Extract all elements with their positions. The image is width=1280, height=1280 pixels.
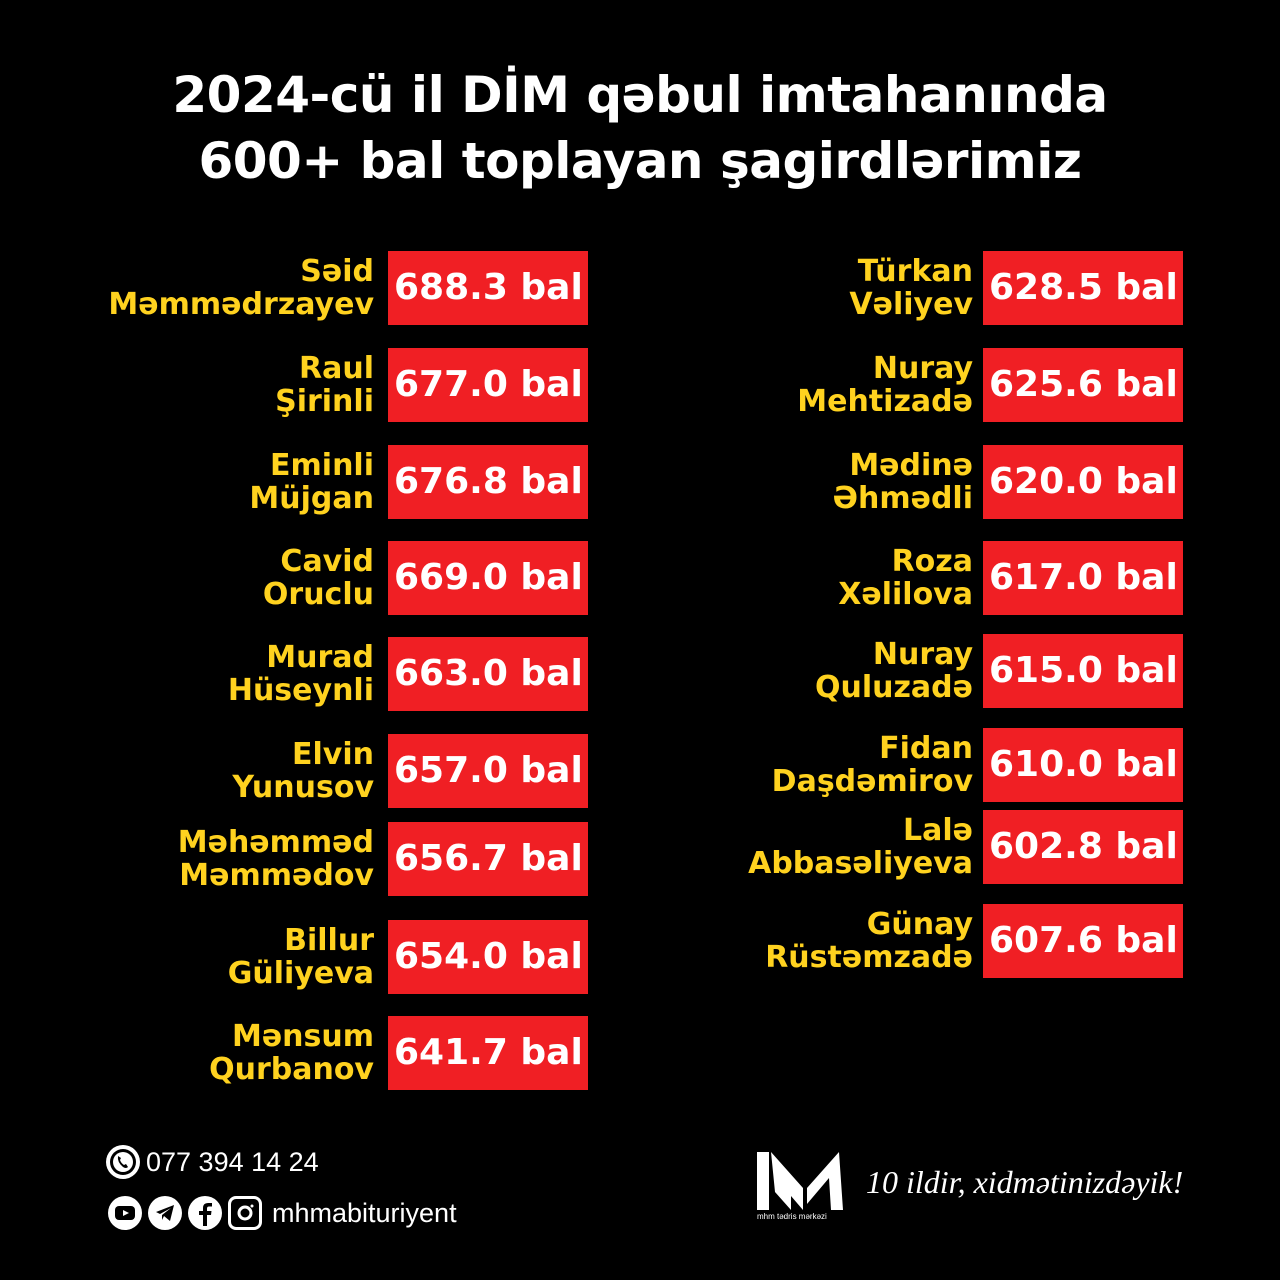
student-score: 641.7 bal [388, 1016, 588, 1090]
student-row: Lalə Abbasəliyeva 602.8 bal [0, 810, 1185, 884]
student-row: Nuray Mehtizadə 625.6 bal [0, 348, 1185, 422]
student-row: Mənsum Qurbanov 641.7 bal [0, 1016, 590, 1090]
student-score: 669.0 bal [388, 541, 588, 615]
student-name: Elvin Yunusov [232, 737, 374, 805]
student-name: Məhəmməd Məmmədov [177, 825, 374, 893]
whatsapp-icon [106, 1145, 140, 1179]
student-name: Raul Şirinli [275, 351, 374, 419]
student-name: Lalə Abbasəliyeva [748, 813, 973, 881]
student-row: Murad Hüseynli 663.0 bal [0, 637, 590, 711]
student-score: 602.8 bal [983, 810, 1183, 884]
student-name: Türkan Vəliyev [849, 254, 973, 322]
title-line-2: 600+ bal toplayan şagirdlərimiz [198, 132, 1082, 190]
student-name: Fidan Daşdəmirov [771, 731, 973, 799]
student-row: Günay Rüstəmzadə 607.6 bal [0, 904, 1185, 978]
student-score: 628.5 bal [983, 251, 1183, 325]
student-name: Nuray Quluzadə [814, 637, 973, 705]
student-score: 615.0 bal [983, 634, 1183, 708]
student-score: 607.6 bal [983, 904, 1183, 978]
student-name: Nuray Mehtizadə [797, 351, 973, 419]
student-row: Raul Şirinli 677.0 bal [0, 348, 590, 422]
title-line-1: 2024-cü il DİM qəbul imtahanında [172, 66, 1108, 124]
instagram-icon[interactable] [228, 1196, 262, 1230]
page-title: 2024-cü il DİM qəbul imtahanında 600+ ba… [0, 62, 1280, 194]
student-row: Türkan Vəliyev 628.5 bal [0, 251, 1185, 325]
youtube-icon[interactable] [108, 1196, 142, 1230]
student-name: Eminli Müjgan [249, 448, 374, 516]
student-name: Roza Xəlilova [838, 544, 973, 612]
student-row: Elvin Yunusov 657.0 bal [0, 734, 590, 808]
student-row: Səid Məmmədrzayev 688.3 bal [0, 251, 590, 325]
student-name: Günay Rüstəmzadə [765, 907, 973, 975]
student-row: Fidan Daşdəmirov 610.0 bal [0, 728, 1185, 802]
student-row: Roza Xəlilova 617.0 bal [0, 541, 1185, 615]
student-row: Cavid Oruclu 669.0 bal [0, 541, 590, 615]
student-row: Eminli Müjgan 676.8 bal [0, 445, 590, 519]
phone-number: 077 394 14 24 [146, 1146, 319, 1177]
slogan: 10 ildir, xidmətinizdəyik! [866, 1164, 1184, 1200]
student-score: 654.0 bal [388, 920, 588, 994]
student-name: Murad Hüseynli [227, 640, 374, 708]
student-name: Cavid Oruclu [262, 544, 374, 612]
student-score: 610.0 bal [983, 728, 1183, 802]
student-score: 676.8 bal [388, 445, 588, 519]
student-score: 663.0 bal [388, 637, 588, 711]
student-name: Səid Məmmədrzayev [108, 254, 374, 322]
social-contact[interactable]: mhmabituriyent [108, 1196, 457, 1230]
student-name: Mənsum Qurbanov [209, 1019, 374, 1087]
telegram-icon[interactable] [148, 1196, 182, 1230]
student-score: 617.0 bal [983, 541, 1183, 615]
student-row: Nuray Quluzadə 615.0 bal [0, 634, 1185, 708]
student-score: 677.0 bal [388, 348, 588, 422]
student-score: 688.3 bal [388, 251, 588, 325]
phone-contact[interactable]: 077 394 14 24 [106, 1145, 319, 1179]
social-handle: mhmabituriyent [272, 1197, 457, 1228]
student-score: 656.7 bal [388, 822, 588, 896]
student-name: Mədinə Əhmədli [832, 448, 973, 516]
mhm-logo-icon [757, 1152, 843, 1210]
facebook-icon[interactable] [188, 1196, 222, 1230]
student-score: 625.6 bal [983, 348, 1183, 422]
student-row: Mədinə Əhmədli 620.0 bal [0, 445, 1185, 519]
student-row: Billur Güliyeva 654.0 bal [0, 920, 590, 994]
student-row: Məhəmməd Məmmədov 656.7 bal [0, 822, 590, 896]
student-score: 657.0 bal [388, 734, 588, 808]
student-name: Billur Güliyeva [227, 923, 374, 991]
student-score: 620.0 bal [983, 445, 1183, 519]
logo-caption: mhm tədris mərkəzi [757, 1212, 827, 1221]
